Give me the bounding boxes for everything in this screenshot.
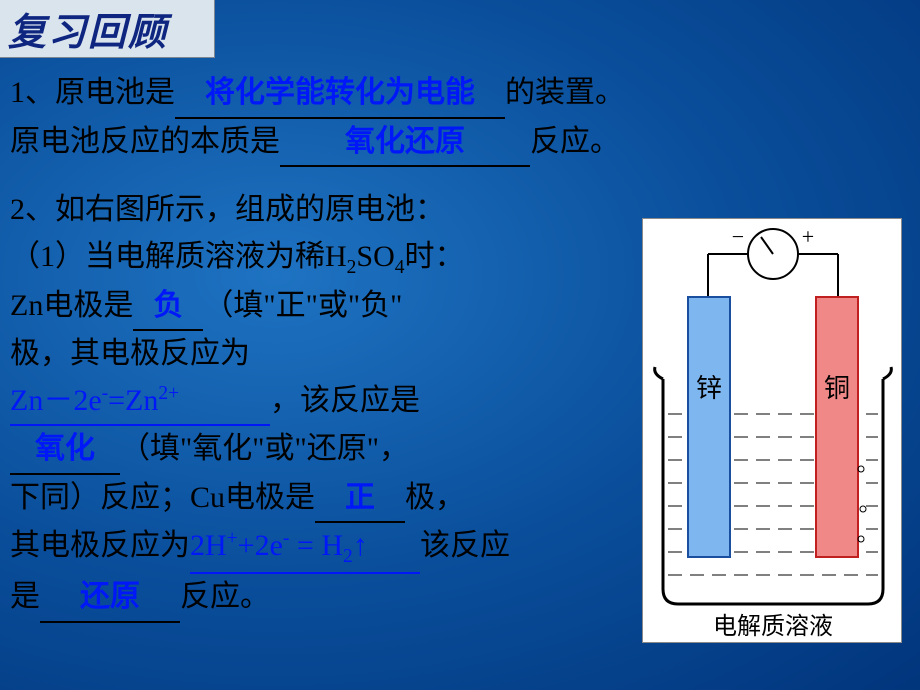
cu-eq-blank: 2H++2e- = H2↑ xyxy=(190,523,420,574)
spacer xyxy=(10,167,910,187)
ans-red: 还原 xyxy=(80,580,140,613)
q1-line1: 1、原电池是将化学能转化为电能的装置。 xyxy=(10,70,910,119)
next-line: 下同）反应；Cu电极是 xyxy=(10,481,315,514)
q1-l2-suffix: 反应。 xyxy=(530,125,620,158)
pos-suffix: 极， xyxy=(405,481,465,514)
bubble-icon xyxy=(860,506,866,512)
q1-blank1: 将化学能转化为电能 xyxy=(175,70,505,119)
diagram-caption: 电解质溶液 xyxy=(713,613,833,640)
zn-label: 锌 xyxy=(696,374,722,403)
oxid-blank: 氧化 xyxy=(10,426,120,475)
plus-label: + xyxy=(802,224,814,249)
last-suffix: 反应。 xyxy=(180,580,270,613)
ans-oxid: 氧化 xyxy=(35,432,95,465)
up-arrow-icon: ↑ xyxy=(353,529,368,562)
ans-pos: 正 xyxy=(345,481,375,514)
review-header: 复习回顾 xyxy=(0,0,215,58)
battery-diagram: − + 锌 铜 电解质溶液 xyxy=(642,218,902,643)
last-prefix: 是 xyxy=(10,580,40,613)
zn-suffix: （填"正"或"负" xyxy=(203,289,402,322)
eq-zn: Zn－2e-=Zn2+ xyxy=(10,384,179,417)
red-blank: 还原 xyxy=(40,574,180,623)
zn-electrode xyxy=(688,297,730,557)
q1-ans2: 氧化还原 xyxy=(345,125,465,158)
pos-blank: 正 xyxy=(315,475,405,524)
diagram-svg: − + 锌 铜 电解质溶液 xyxy=(643,219,903,644)
cu-suffix: 该反应 xyxy=(420,529,510,562)
q1-ans1: 将化学能转化为电能 xyxy=(205,76,475,109)
q2-sub1-prefix: （1）当电解质溶液为稀H xyxy=(10,240,347,273)
beaker-lip-right xyxy=(883,367,891,379)
eq-cu: 2H++2e- = H2 xyxy=(190,529,353,562)
q1-l2-prefix: 原电池反应的本质是 xyxy=(10,125,280,158)
zn-eq-blank: Zn－2e-=Zn2+ xyxy=(10,378,270,427)
q1-prefix: 1、原电池是 xyxy=(10,76,175,109)
q1-blank2: 氧化还原 xyxy=(280,119,530,168)
zn-prefix: Zn电极是 xyxy=(10,289,133,322)
sub-2: 2 xyxy=(347,257,357,278)
sub-4: 4 xyxy=(395,257,405,278)
q2-sub1-suffix: 时： xyxy=(405,240,465,273)
beaker-lip-left xyxy=(655,367,663,379)
q1-line2: 原电池反应的本质是 氧化还原 反应。 xyxy=(10,119,910,168)
review-title: 复习回顾 xyxy=(8,1,168,56)
zn-blank: 负 xyxy=(133,283,203,332)
cu-electrode xyxy=(816,297,858,557)
cu-label: 铜 xyxy=(824,374,850,403)
oxid-suffix: （填"氧化"或"还原"， xyxy=(120,432,409,465)
eq-zn-suffix: ，该反应是 xyxy=(270,384,420,417)
q1-suffix1: 的装置。 xyxy=(505,76,625,109)
cu-prefix: 其电极反应为 xyxy=(10,529,190,562)
ans-neg: 负 xyxy=(153,289,183,322)
minus-label: − xyxy=(732,224,744,249)
